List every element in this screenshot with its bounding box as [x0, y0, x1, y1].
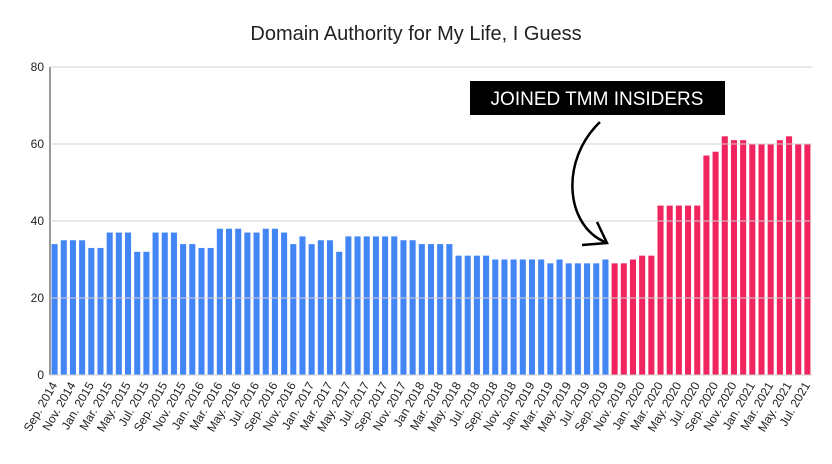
bar — [767, 144, 774, 375]
bar — [391, 236, 398, 375]
bar — [216, 228, 223, 375]
bar — [271, 228, 278, 375]
bar — [88, 247, 95, 375]
bar — [372, 236, 379, 375]
bar — [134, 251, 141, 375]
annotation-box — [470, 81, 725, 115]
bar — [125, 232, 132, 375]
bar — [519, 259, 526, 375]
bar — [336, 251, 343, 375]
bar — [611, 263, 618, 375]
bar — [528, 259, 536, 375]
bar — [795, 144, 802, 375]
bar — [685, 205, 692, 375]
bar — [584, 263, 591, 375]
bar — [308, 244, 315, 375]
chart-title: Domain Authority for My Life, I Guess — [250, 23, 581, 45]
bar — [60, 240, 67, 375]
y-tick-label: 0 — [37, 368, 44, 382]
bar — [639, 255, 646, 375]
bar — [501, 259, 508, 375]
bar — [492, 259, 499, 375]
bar — [629, 259, 637, 375]
bar — [409, 240, 416, 375]
bar — [51, 244, 58, 375]
bar — [253, 232, 260, 375]
arrow — [571, 121, 606, 244]
bar — [666, 205, 673, 375]
bar — [712, 151, 719, 375]
bar — [565, 263, 572, 375]
bar — [446, 244, 453, 375]
bar — [455, 255, 462, 375]
bar — [345, 236, 352, 375]
bar — [180, 244, 187, 375]
bar — [740, 140, 747, 375]
bar — [675, 205, 682, 375]
bar — [703, 155, 710, 375]
bar — [574, 263, 581, 375]
bar — [694, 205, 701, 375]
bar — [281, 232, 288, 375]
bar — [97, 247, 104, 375]
bar — [198, 247, 205, 375]
bar — [400, 240, 407, 375]
bar — [556, 259, 563, 375]
bar — [326, 240, 334, 375]
bar — [115, 232, 122, 375]
annotation: JOINED TMM INSIDERS — [491, 89, 704, 110]
y-tick-label: 80 — [31, 60, 45, 74]
bar — [170, 232, 177, 375]
y-tick-label: 40 — [31, 214, 45, 228]
bar — [207, 247, 214, 375]
bar — [363, 236, 370, 375]
bar — [648, 255, 655, 375]
bar — [290, 244, 297, 375]
bar — [225, 228, 233, 375]
bar — [235, 228, 242, 375]
bar — [730, 140, 737, 375]
bar — [593, 263, 600, 375]
bar — [299, 236, 306, 375]
bar — [749, 144, 756, 375]
bar — [620, 263, 627, 375]
bar — [786, 136, 793, 375]
bar — [437, 244, 444, 375]
bar — [547, 263, 554, 375]
bar — [473, 255, 480, 375]
bar — [483, 255, 490, 375]
bar — [602, 259, 609, 375]
bar — [152, 232, 159, 375]
bar — [189, 244, 196, 375]
bar — [143, 251, 150, 375]
bar — [69, 240, 76, 375]
bar — [464, 255, 471, 375]
bar — [244, 232, 251, 375]
bar — [106, 232, 113, 375]
bar — [538, 259, 545, 375]
bar — [510, 259, 517, 375]
bar — [657, 205, 664, 375]
bar — [262, 228, 269, 375]
y-tick-label: 20 — [31, 291, 45, 305]
bar — [79, 240, 86, 375]
bar — [317, 240, 324, 375]
bar — [721, 136, 728, 375]
y-tick-label: 60 — [31, 137, 45, 151]
bar — [418, 244, 425, 375]
arrow-head — [581, 221, 609, 247]
bar — [776, 140, 783, 375]
bar — [354, 236, 361, 375]
bar — [758, 144, 765, 375]
bar — [161, 232, 168, 375]
bar — [427, 244, 435, 375]
bar — [382, 236, 389, 375]
bar — [804, 144, 811, 375]
